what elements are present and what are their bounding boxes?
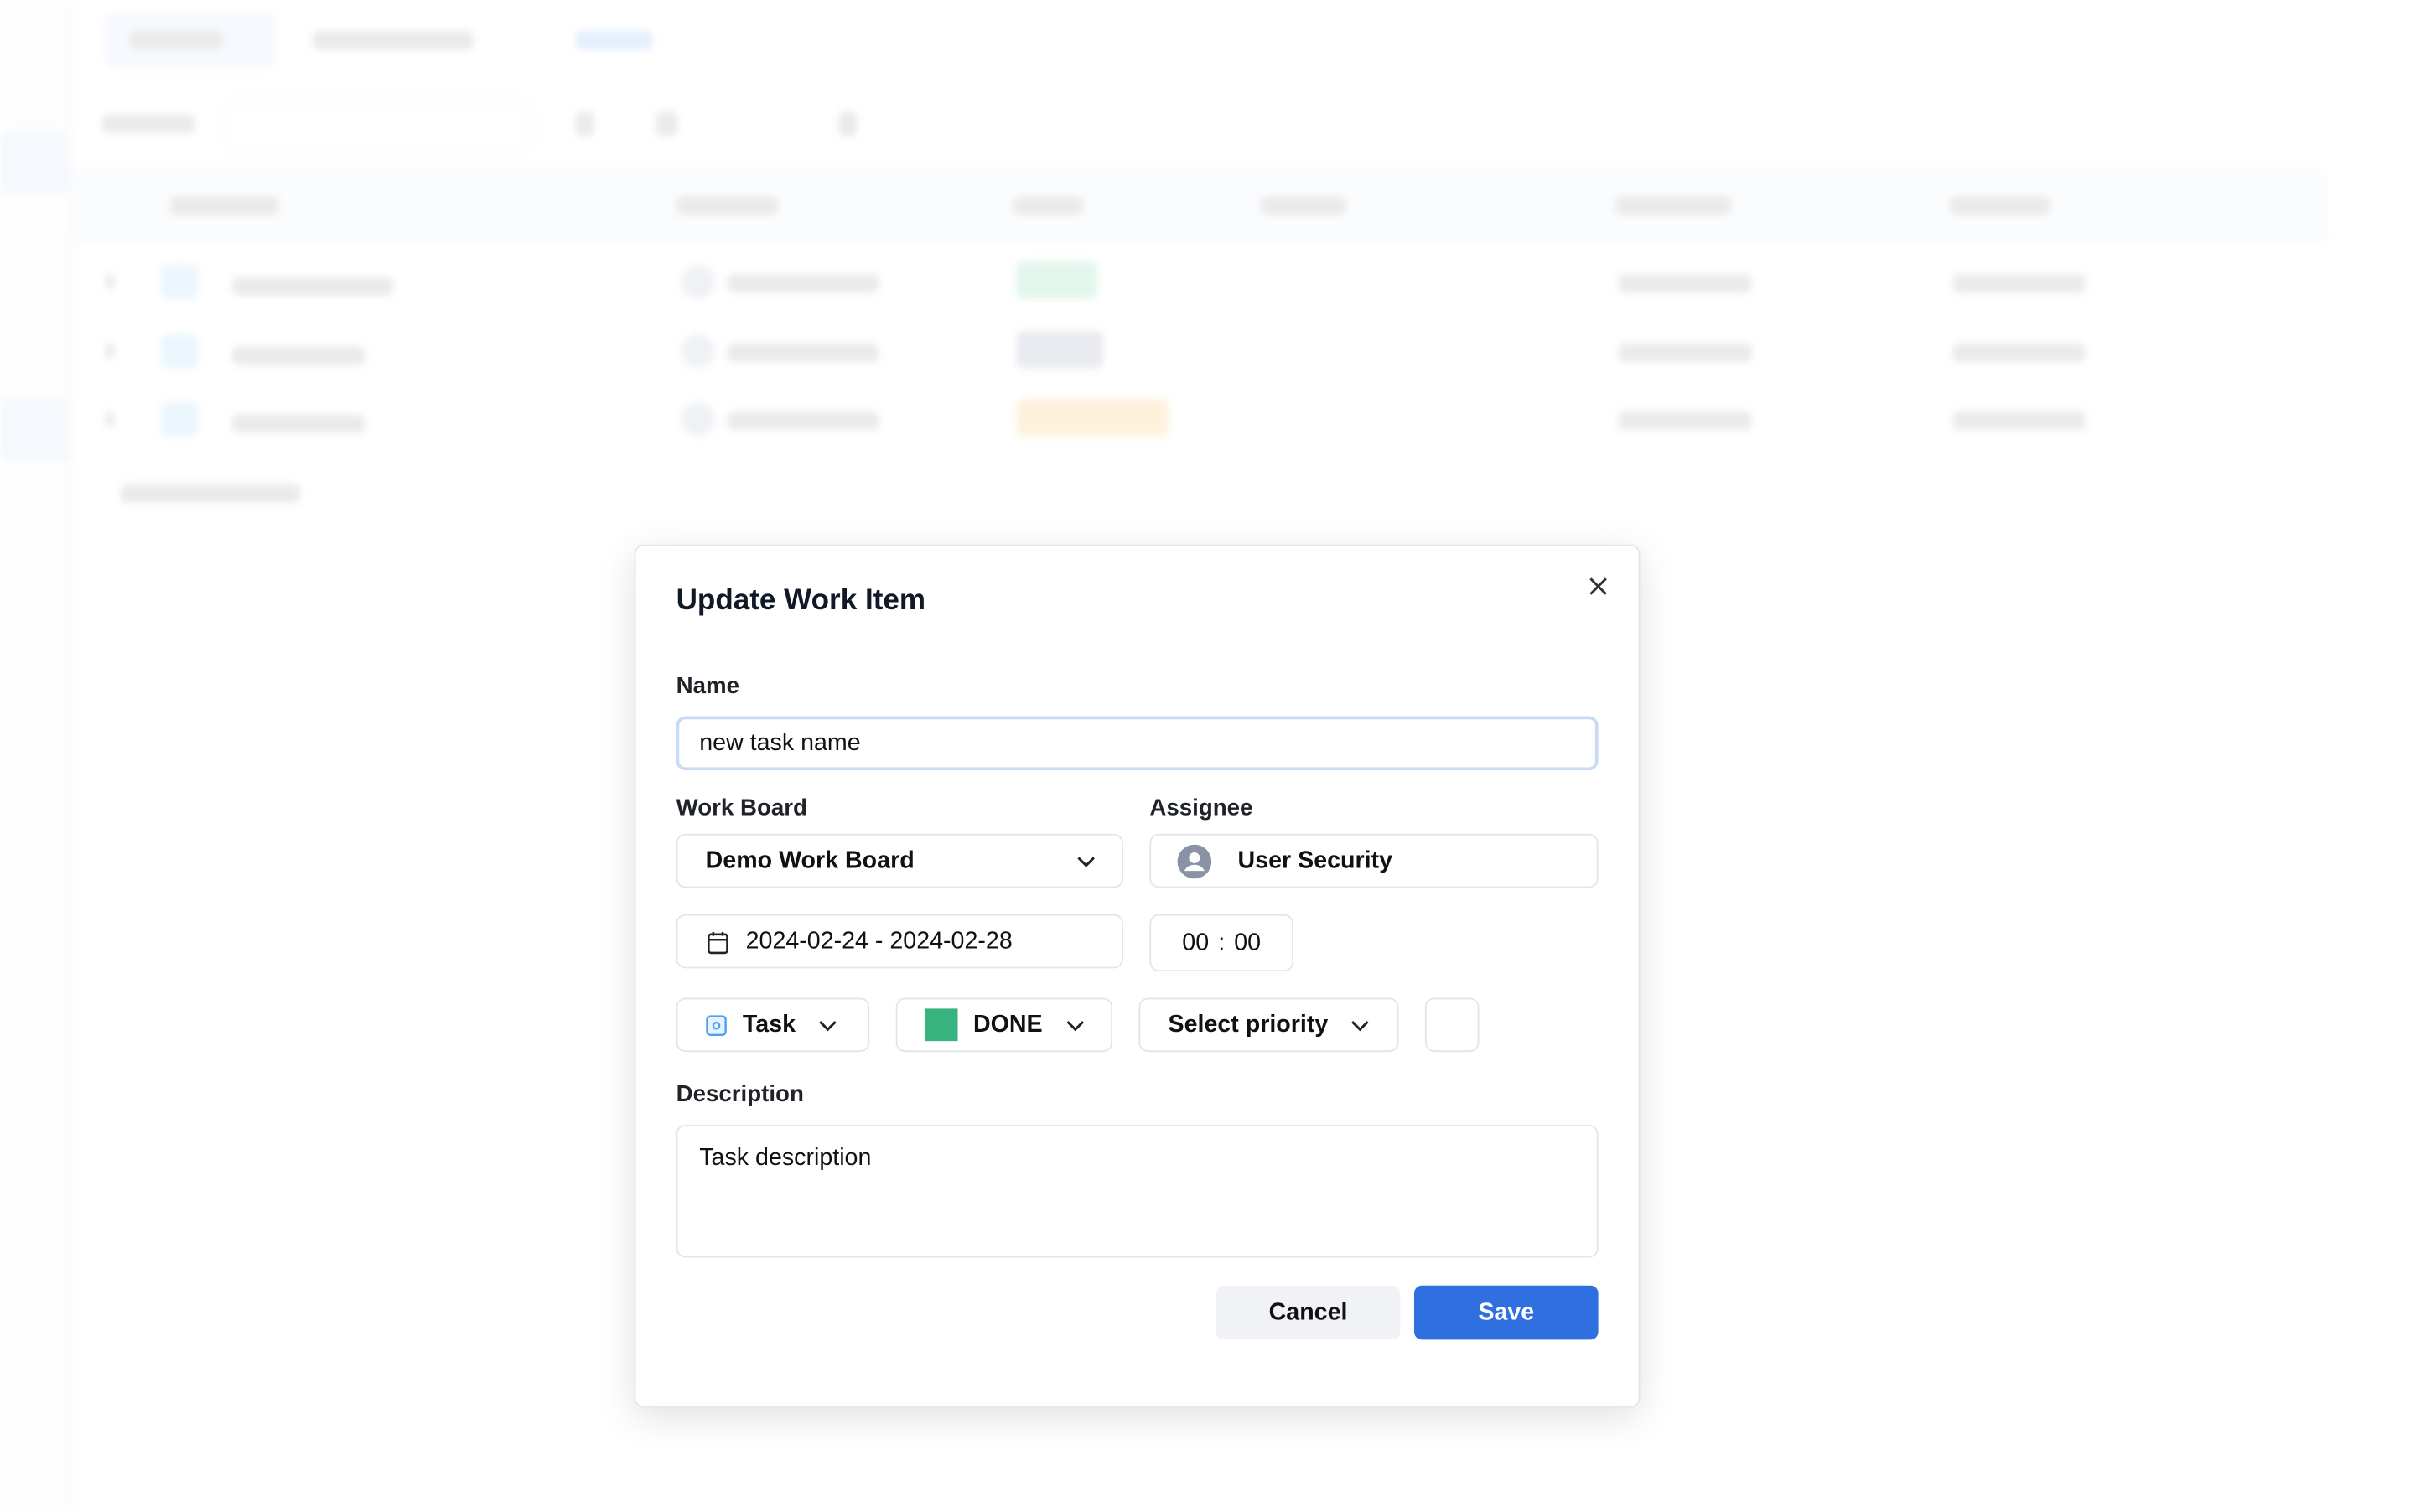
row-due-date bbox=[1952, 273, 2086, 293]
row-status-badge bbox=[1016, 261, 1097, 299]
tab-table-label bbox=[130, 30, 223, 50]
toolbar-icons[interactable] bbox=[838, 111, 858, 137]
chevron-down-icon bbox=[1077, 856, 1095, 867]
row-name bbox=[231, 414, 365, 433]
task-type-icon bbox=[706, 1014, 727, 1036]
toolbar-icons[interactable] bbox=[575, 111, 594, 137]
assignee-label: Assignee bbox=[1149, 795, 1253, 822]
color-picker-button[interactable] bbox=[1424, 997, 1480, 1053]
row-start-date bbox=[1618, 273, 1752, 293]
row-avatar bbox=[681, 401, 715, 437]
sidebar bbox=[0, 0, 71, 1512]
assignee-select[interactable]: User Security bbox=[1149, 833, 1599, 888]
dialog-title: Update Work Item bbox=[676, 584, 926, 618]
row-start-date bbox=[1618, 343, 1752, 362]
status-color-swatch bbox=[925, 1008, 958, 1042]
header-cells bbox=[676, 196, 779, 215]
row-start-date bbox=[1618, 411, 1752, 431]
chevron-down-icon bbox=[1066, 1020, 1084, 1031]
tab-new[interactable] bbox=[575, 30, 653, 50]
row-type-icon bbox=[160, 264, 199, 299]
row-assignee bbox=[727, 343, 879, 362]
date-range-value: 2024-02-24 - 2024-02-28 bbox=[745, 927, 1013, 954]
sidebar-active-item bbox=[0, 131, 70, 194]
row-due-date bbox=[1952, 411, 2086, 431]
row-avatar bbox=[681, 264, 715, 299]
row-number bbox=[105, 343, 115, 360]
search-input[interactable] bbox=[225, 99, 532, 152]
name-input-value: new task name bbox=[699, 729, 861, 756]
header-cells bbox=[170, 196, 279, 215]
work-board-value: Demo Work Board bbox=[705, 847, 915, 873]
items-count bbox=[101, 114, 195, 133]
description-label: Description bbox=[676, 1081, 804, 1108]
row-due-date bbox=[1952, 343, 2086, 362]
chevron-down-icon bbox=[1351, 1020, 1370, 1031]
status-value: DONE bbox=[972, 1011, 1043, 1038]
close-button[interactable] bbox=[1586, 574, 1611, 599]
description-value: Task description bbox=[699, 1144, 872, 1172]
header-cells bbox=[1013, 196, 1083, 215]
row-type-icon bbox=[160, 401, 199, 437]
update-work-item-dialog: Update Work Item Name new task name Work… bbox=[634, 544, 1641, 1408]
toolbar-icons[interactable] bbox=[656, 111, 678, 137]
row-status-badge bbox=[1016, 399, 1169, 437]
priority-placeholder: Select priority bbox=[1168, 1011, 1329, 1038]
assignee-value: User Security bbox=[1237, 847, 1393, 873]
tab-workstream[interactable] bbox=[312, 30, 474, 50]
work-board-label: Work Board bbox=[676, 795, 807, 822]
work-board-select[interactable]: Demo Work Board bbox=[676, 833, 1123, 888]
row-type-icon bbox=[160, 334, 199, 369]
status-select[interactable]: DONE bbox=[895, 997, 1113, 1053]
type-select[interactable]: Task bbox=[676, 997, 870, 1053]
priority-select[interactable]: Select priority bbox=[1138, 997, 1399, 1053]
add-item-row[interactable] bbox=[120, 484, 301, 503]
row-number bbox=[105, 411, 115, 427]
name-label: Name bbox=[676, 672, 739, 700]
row-assignee bbox=[727, 273, 879, 293]
row-assignee bbox=[727, 411, 879, 431]
calendar-icon bbox=[708, 931, 728, 954]
cancel-button[interactable]: Cancel bbox=[1216, 1285, 1401, 1340]
close-icon bbox=[1589, 577, 1607, 595]
row-status-badge bbox=[1016, 330, 1103, 369]
header-cells bbox=[1261, 196, 1346, 215]
row-name bbox=[231, 277, 393, 296]
sidebar-active-item-2 bbox=[0, 399, 70, 462]
time-input[interactable]: 00 : 00 bbox=[1149, 914, 1294, 972]
time-separator: : bbox=[1218, 929, 1226, 955]
time-minutes[interactable]: 00 bbox=[1234, 929, 1262, 955]
type-value: Task bbox=[742, 1011, 796, 1038]
row-avatar bbox=[681, 334, 715, 369]
save-button[interactable]: Save bbox=[1413, 1285, 1599, 1340]
chevron-down-icon bbox=[819, 1020, 837, 1031]
row-name bbox=[231, 346, 365, 365]
name-input[interactable]: new task name bbox=[676, 716, 1599, 771]
header-cells bbox=[1949, 196, 2050, 215]
user-avatar-icon bbox=[1177, 843, 1212, 878]
date-range-picker[interactable]: 2024-02-24 - 2024-02-28 bbox=[676, 914, 1123, 969]
header-cells bbox=[1615, 196, 1732, 215]
time-hours[interactable]: 00 bbox=[1182, 929, 1210, 955]
row-number bbox=[105, 273, 115, 290]
description-textarea[interactable]: Task description bbox=[676, 1124, 1599, 1258]
